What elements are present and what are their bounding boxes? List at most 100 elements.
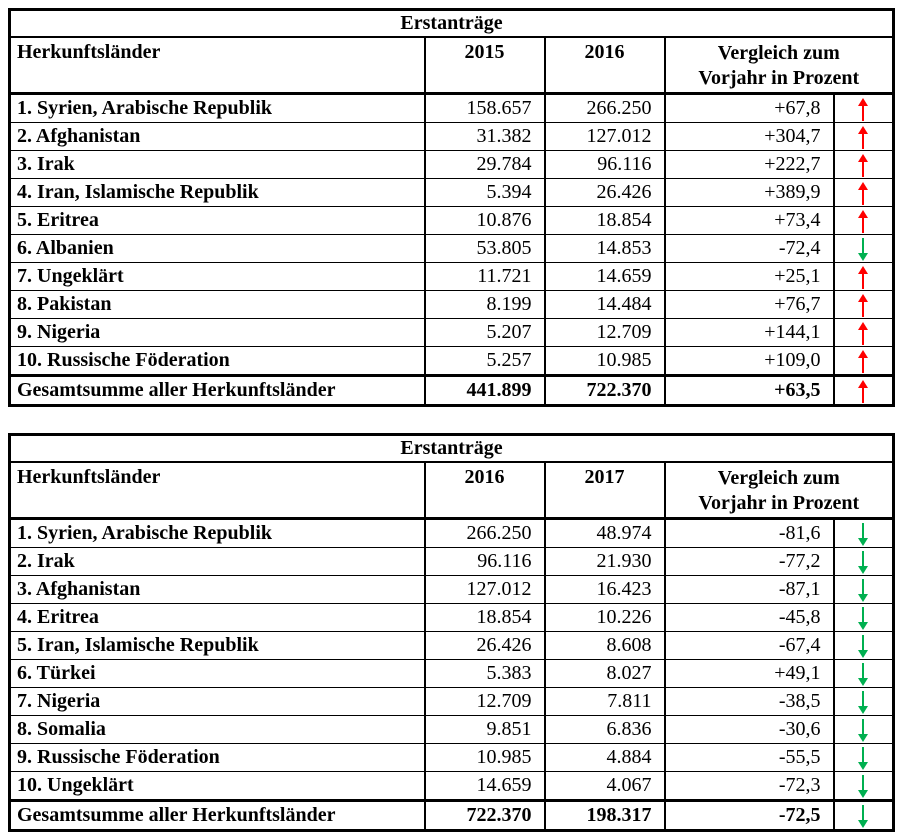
up-arrow-icon [858, 265, 869, 289]
change-percent-cell: +76,7 [663, 290, 834, 319]
table-title-row: Erstanträge [9, 9, 894, 38]
year2-value-cell: 14.484 [543, 290, 665, 319]
trend-cell [832, 93, 894, 123]
first-applications-table-2015-2016: Erstanträge Herkunftsländer 2015 2016 Ve… [8, 8, 896, 407]
table-row: 6. Türkei 5.383 8.027 +49,1 [9, 658, 894, 688]
year2-value-cell: 12.709 [543, 318, 665, 347]
total-change-cell: +63,5 [663, 374, 834, 406]
trend-cell [832, 770, 894, 801]
change-percent-cell: +144,1 [663, 318, 834, 347]
year1-value-cell: 29.784 [423, 150, 545, 179]
column-header-compare-line1: Vergleich zum [717, 42, 840, 64]
trend-cell [832, 686, 894, 716]
country-cell: 4. Iran, Islamische Republik [9, 178, 425, 207]
year2-value-cell: 14.853 [543, 234, 665, 263]
year1-value-cell: 26.426 [423, 630, 545, 660]
trend-cell [832, 374, 894, 406]
country-cell: 9. Nigeria [9, 318, 425, 347]
down-arrow-icon [858, 718, 869, 742]
table-row: 5. Iran, Islamische Republik 26.426 8.60… [9, 630, 894, 660]
year2-value-cell: 8.608 [543, 630, 665, 660]
table-row: 3. Afghanistan 127.012 16.423 -87,1 [9, 574, 894, 604]
change-percent-cell: +109,0 [663, 346, 834, 376]
column-header-compare-line2: Vorjahr in Prozent [698, 491, 860, 514]
country-cell: 8. Pakistan [9, 290, 425, 319]
year2-value-cell: 127.012 [543, 122, 665, 151]
trend-cell [832, 714, 894, 744]
table-header-row: Herkunftsländer 2015 2016 Vergleich zum … [9, 37, 894, 95]
table-row: 3. Irak 29.784 96.116 +222,7 [9, 150, 894, 179]
change-percent-cell: +67,8 [663, 93, 834, 123]
down-arrow-icon [858, 690, 869, 714]
country-cell: 7. Nigeria [9, 686, 425, 716]
year1-value-cell: 127.012 [423, 574, 545, 604]
year1-value-cell: 10.985 [423, 742, 545, 772]
country-cell: 6. Türkei [9, 658, 425, 688]
year2-value-cell: 10.226 [543, 602, 665, 632]
year1-value-cell: 158.657 [423, 93, 545, 123]
year1-value-cell: 11.721 [423, 262, 545, 291]
table-row: 5. Eritrea 10.876 18.854 +73,4 [9, 206, 894, 235]
country-cell: 1. Syrien, Arabische Republik [9, 517, 425, 548]
trend-cell [832, 150, 894, 179]
year2-value-cell: 96.116 [543, 150, 665, 179]
table-title-row: Erstanträge [9, 434, 894, 463]
up-arrow-icon [858, 153, 869, 177]
trend-cell [832, 658, 894, 688]
down-arrow-icon [858, 634, 869, 658]
total-row: Gesamtsumme aller Herkunftsländer 722.37… [9, 798, 894, 831]
table-row: 7. Nigeria 12.709 7.811 -38,5 [9, 686, 894, 716]
year2-value-cell: 10.985 [543, 346, 665, 376]
column-header-origin: Herkunftsländer [9, 461, 425, 520]
down-arrow-icon [858, 774, 869, 798]
change-percent-cell: -81,6 [663, 517, 834, 548]
up-arrow-icon [858, 209, 869, 233]
up-arrow-icon [858, 349, 869, 373]
country-cell: 8. Somalia [9, 714, 425, 744]
table-row: 6. Albanien 53.805 14.853 -72,4 [9, 234, 894, 263]
down-arrow-icon [858, 237, 869, 261]
year2-value-cell: 4.067 [543, 770, 665, 801]
trend-cell [832, 742, 894, 772]
trend-cell [832, 318, 894, 347]
year2-value-cell: 4.884 [543, 742, 665, 772]
year1-value-cell: 31.382 [423, 122, 545, 151]
down-arrow-icon [858, 578, 869, 602]
country-cell: 10. Russische Föderation [9, 346, 425, 376]
change-percent-cell: -30,6 [663, 714, 834, 744]
trend-cell [832, 798, 894, 831]
change-percent-cell: +389,9 [663, 178, 834, 207]
year1-value-cell: 96.116 [423, 546, 545, 576]
first-applications-table-2016-2017: Erstanträge Herkunftsländer 2016 2017 Ve… [8, 432, 896, 832]
column-header-year1: 2015 [423, 37, 545, 95]
total-row: Gesamtsumme aller Herkunftsländer 441.89… [9, 374, 894, 406]
table-row: 1. Syrien, Arabische Republik 266.250 48… [9, 517, 894, 548]
column-header-year1: 2016 [423, 461, 545, 520]
table-row: 10. Russische Föderation 5.257 10.985 +1… [9, 346, 894, 376]
year1-value-cell: 12.709 [423, 686, 545, 716]
country-cell: 4. Eritrea [9, 602, 425, 632]
table-row: 2. Afghanistan 31.382 127.012 +304,7 [9, 122, 894, 151]
country-cell: 2. Irak [9, 546, 425, 576]
column-header-origin: Herkunftsländer [9, 37, 425, 95]
country-cell: 3. Afghanistan [9, 574, 425, 604]
trend-cell [832, 206, 894, 235]
column-header-compare-line1: Vergleich zum [717, 466, 840, 489]
year2-value-cell: 14.659 [543, 262, 665, 291]
year2-value-cell: 7.811 [543, 686, 665, 716]
trend-cell [832, 262, 894, 291]
country-cell: 6. Albanien [9, 234, 425, 263]
table-header-row: Herkunftsländer 2016 2017 Vergleich zum … [9, 461, 894, 520]
year1-value-cell: 10.876 [423, 206, 545, 235]
column-header-year2: 2016 [543, 37, 665, 95]
country-cell: 10. Ungeklärt [9, 770, 425, 801]
up-arrow-icon [858, 321, 869, 345]
country-cell: 3. Irak [9, 150, 425, 179]
column-header-year2: 2017 [543, 461, 665, 520]
year1-value-cell: 5.207 [423, 318, 545, 347]
trend-cell [832, 178, 894, 207]
up-arrow-icon [858, 379, 869, 403]
year1-value-cell: 14.659 [423, 770, 545, 801]
change-percent-cell: +304,7 [663, 122, 834, 151]
